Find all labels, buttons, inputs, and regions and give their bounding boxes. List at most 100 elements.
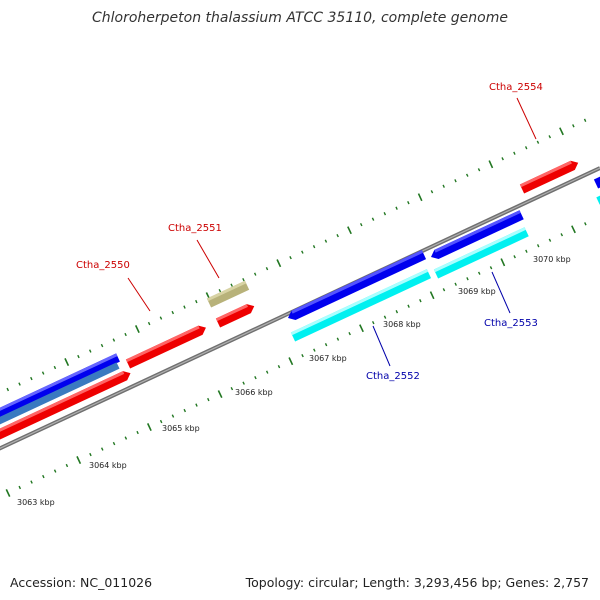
lower-tick	[207, 397, 210, 402]
upper-tick	[383, 212, 387, 216]
lower-tick	[359, 324, 364, 333]
upper-tick	[559, 127, 564, 136]
connector-ctha-2550	[127, 277, 151, 312]
upper-tick	[134, 325, 140, 334]
lower-tick	[383, 315, 387, 319]
upper-tick	[100, 343, 104, 348]
upper-tick	[548, 135, 552, 139]
scale-label-3066: 3066 kbp	[235, 388, 273, 397]
lower-tick	[395, 310, 399, 314]
upper-tick	[183, 305, 186, 309]
lower-tick	[100, 447, 104, 451]
lower-tick	[336, 337, 340, 341]
lower-tick	[536, 244, 540, 248]
lower-tick	[584, 222, 587, 226]
connector-ctha-2551	[196, 239, 220, 279]
lower-tick	[288, 357, 294, 366]
upper-tick	[312, 245, 316, 249]
scale-label-3063: 3063 kbp	[17, 498, 55, 507]
lower-tick	[429, 291, 435, 300]
upper-tick	[501, 157, 504, 161]
gene-ctha-2550-upper[interactable]	[125, 323, 208, 369]
upper-tick	[289, 255, 292, 260]
scale-label-3069: 3069 kbp	[458, 287, 496, 296]
lower-tick	[500, 258, 506, 267]
gene-ctha-2553-lower[interactable]	[433, 227, 529, 279]
gene-ctha-2552-lower[interactable]	[290, 269, 432, 342]
lower-tick	[371, 320, 375, 325]
gene-ctha-2549-reverse[interactable]	[0, 353, 120, 425]
lower-tick	[277, 365, 281, 369]
label-ctha-2552: Ctha_2552	[366, 371, 420, 382]
scale-label-3068: 3068 kbp	[383, 320, 421, 329]
upper-tick	[407, 201, 410, 205]
lower-tick	[477, 271, 481, 275]
gene-edge-lower	[596, 188, 600, 205]
accession-text: Accession: NC_011026	[10, 575, 153, 590]
upper-tick	[171, 310, 175, 315]
map-title: Chloroherpeton thalassium ATCC 35110, co…	[92, 10, 508, 26]
upper-tick	[218, 288, 222, 293]
lower-tick	[53, 469, 57, 473]
upper-tick	[417, 193, 423, 202]
gene-ctha-2550-feature[interactable]	[0, 369, 133, 447]
upper-tick	[53, 365, 57, 370]
lower-tick	[18, 485, 22, 490]
scale-label-3070: 3070 kbp	[533, 255, 571, 264]
upper-tick	[276, 259, 282, 268]
upper-tick	[583, 118, 587, 122]
lower-tick	[65, 463, 69, 468]
label-ctha-2551: Ctha_2551	[168, 223, 222, 234]
gene-ctha-2551-other[interactable]	[206, 280, 250, 308]
lower-tick	[159, 419, 163, 424]
upper-tick	[454, 179, 457, 183]
lower-tick	[265, 370, 269, 374]
upper-tick	[18, 382, 21, 386]
upper-tick-track	[6, 118, 587, 392]
upper-tick	[324, 239, 328, 243]
label-ctha-2553: Ctha_2553	[484, 318, 538, 329]
gene-ctha-2553-feature[interactable]	[429, 210, 524, 261]
lower-tick-track	[5, 222, 587, 497]
gene-edge-reverse	[593, 171, 600, 189]
upper-tick	[301, 250, 304, 254]
lower-tick	[89, 452, 92, 457]
upper-tick	[253, 272, 257, 276]
upper-tick	[347, 226, 352, 235]
lower-tick	[30, 480, 33, 484]
connector-ctha-2554	[516, 97, 537, 140]
lower-tick	[254, 375, 257, 380]
lower-tick	[348, 331, 351, 336]
lower-tick	[217, 390, 223, 399]
upper-tick	[430, 190, 434, 194]
lower-tick	[560, 233, 564, 237]
upper-tick	[336, 233, 339, 238]
lower-tick	[525, 249, 528, 253]
upper-tick	[159, 316, 163, 320]
upper-tick	[41, 371, 45, 375]
gene-ctha-2554-feature[interactable]	[519, 158, 580, 194]
label-ctha-2554: Ctha_2554	[489, 82, 543, 93]
upper-tick	[242, 277, 245, 282]
upper-tick	[513, 151, 516, 155]
lower-tick	[183, 408, 187, 413]
upper-tick	[112, 338, 116, 342]
upper-tick	[124, 332, 127, 337]
upper-tick	[572, 124, 575, 128]
upper-tick	[88, 349, 92, 353]
upper-tick	[77, 354, 80, 359]
lower-tick	[324, 343, 328, 347]
lower-tick	[513, 255, 516, 259]
upper-tick	[524, 146, 528, 150]
gene-ctha-2551-feature[interactable]	[215, 302, 256, 328]
lower-tick	[195, 403, 198, 407]
gene-ctha-2552-feature[interactable]	[286, 250, 427, 322]
scale-label-3067: 3067 kbp	[309, 354, 347, 363]
gene-ctha-2549-light	[0, 362, 120, 433]
upper-tick	[536, 140, 540, 144]
upper-tick	[195, 299, 198, 304]
upper-tick	[465, 173, 469, 177]
lower-tick	[548, 238, 552, 242]
lower-tick	[136, 430, 139, 435]
scale-label-3064: 3064 kbp	[89, 461, 127, 470]
